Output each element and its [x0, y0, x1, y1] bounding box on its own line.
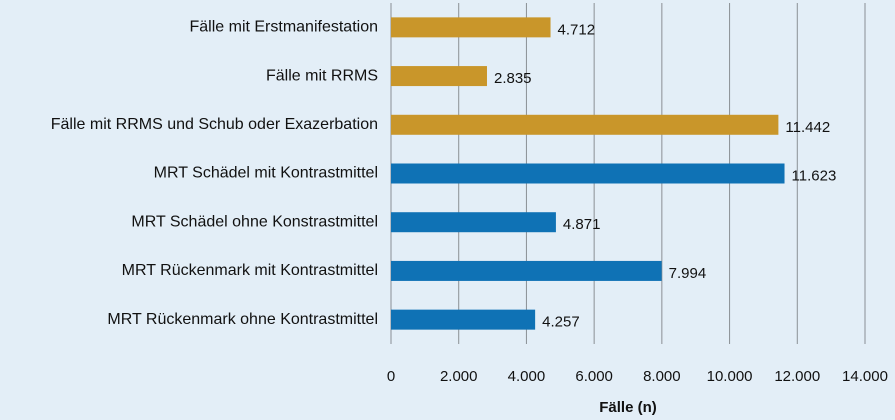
x-tick-label: 8.000 — [643, 368, 681, 385]
bar — [391, 309, 536, 330]
x-tick-label: 2.000 — [440, 368, 478, 385]
bar — [391, 212, 556, 233]
value-label: 4.871 — [563, 216, 601, 233]
bar — [391, 163, 785, 184]
bar — [391, 260, 662, 281]
x-tick-label: 6.000 — [575, 368, 613, 385]
bar — [391, 66, 487, 87]
y-tick-label: MRT Rückenmark ohne Kontrastmittel — [107, 311, 378, 328]
x-tick-label: 0 — [387, 368, 395, 385]
x-tick-label: 10.000 — [707, 368, 753, 385]
y-tick-label: MRT Rückenmark mit Kontrastmittel — [122, 262, 378, 279]
value-label: 4.712 — [558, 21, 596, 38]
y-tick-label: Fälle mit RRMS und Schub oder Exazerbati… — [51, 116, 378, 133]
x-axis-label: Fälle (n) — [599, 399, 657, 416]
value-label: 11.623 — [792, 167, 837, 184]
x-tick-label: 12.000 — [774, 368, 820, 385]
bar — [391, 114, 779, 135]
value-label: 2.835 — [494, 70, 532, 87]
y-tick-label: MRT Schädel ohne Konstrastmittel — [131, 213, 378, 230]
value-label: 7.994 — [669, 265, 707, 282]
y-tick-label: Fälle mit Erstmanifestation — [189, 19, 378, 36]
y-tick-label: Fälle mit RRMS — [266, 67, 378, 84]
bar — [391, 17, 551, 38]
x-tick-label: 14.000 — [842, 368, 888, 385]
value-label: 4.257 — [542, 314, 580, 331]
x-tick-label: 4.000 — [508, 368, 546, 385]
value-label: 11.442 — [785, 119, 830, 136]
y-tick-label: MRT Schädel mit Kontrastmittel — [154, 165, 378, 182]
